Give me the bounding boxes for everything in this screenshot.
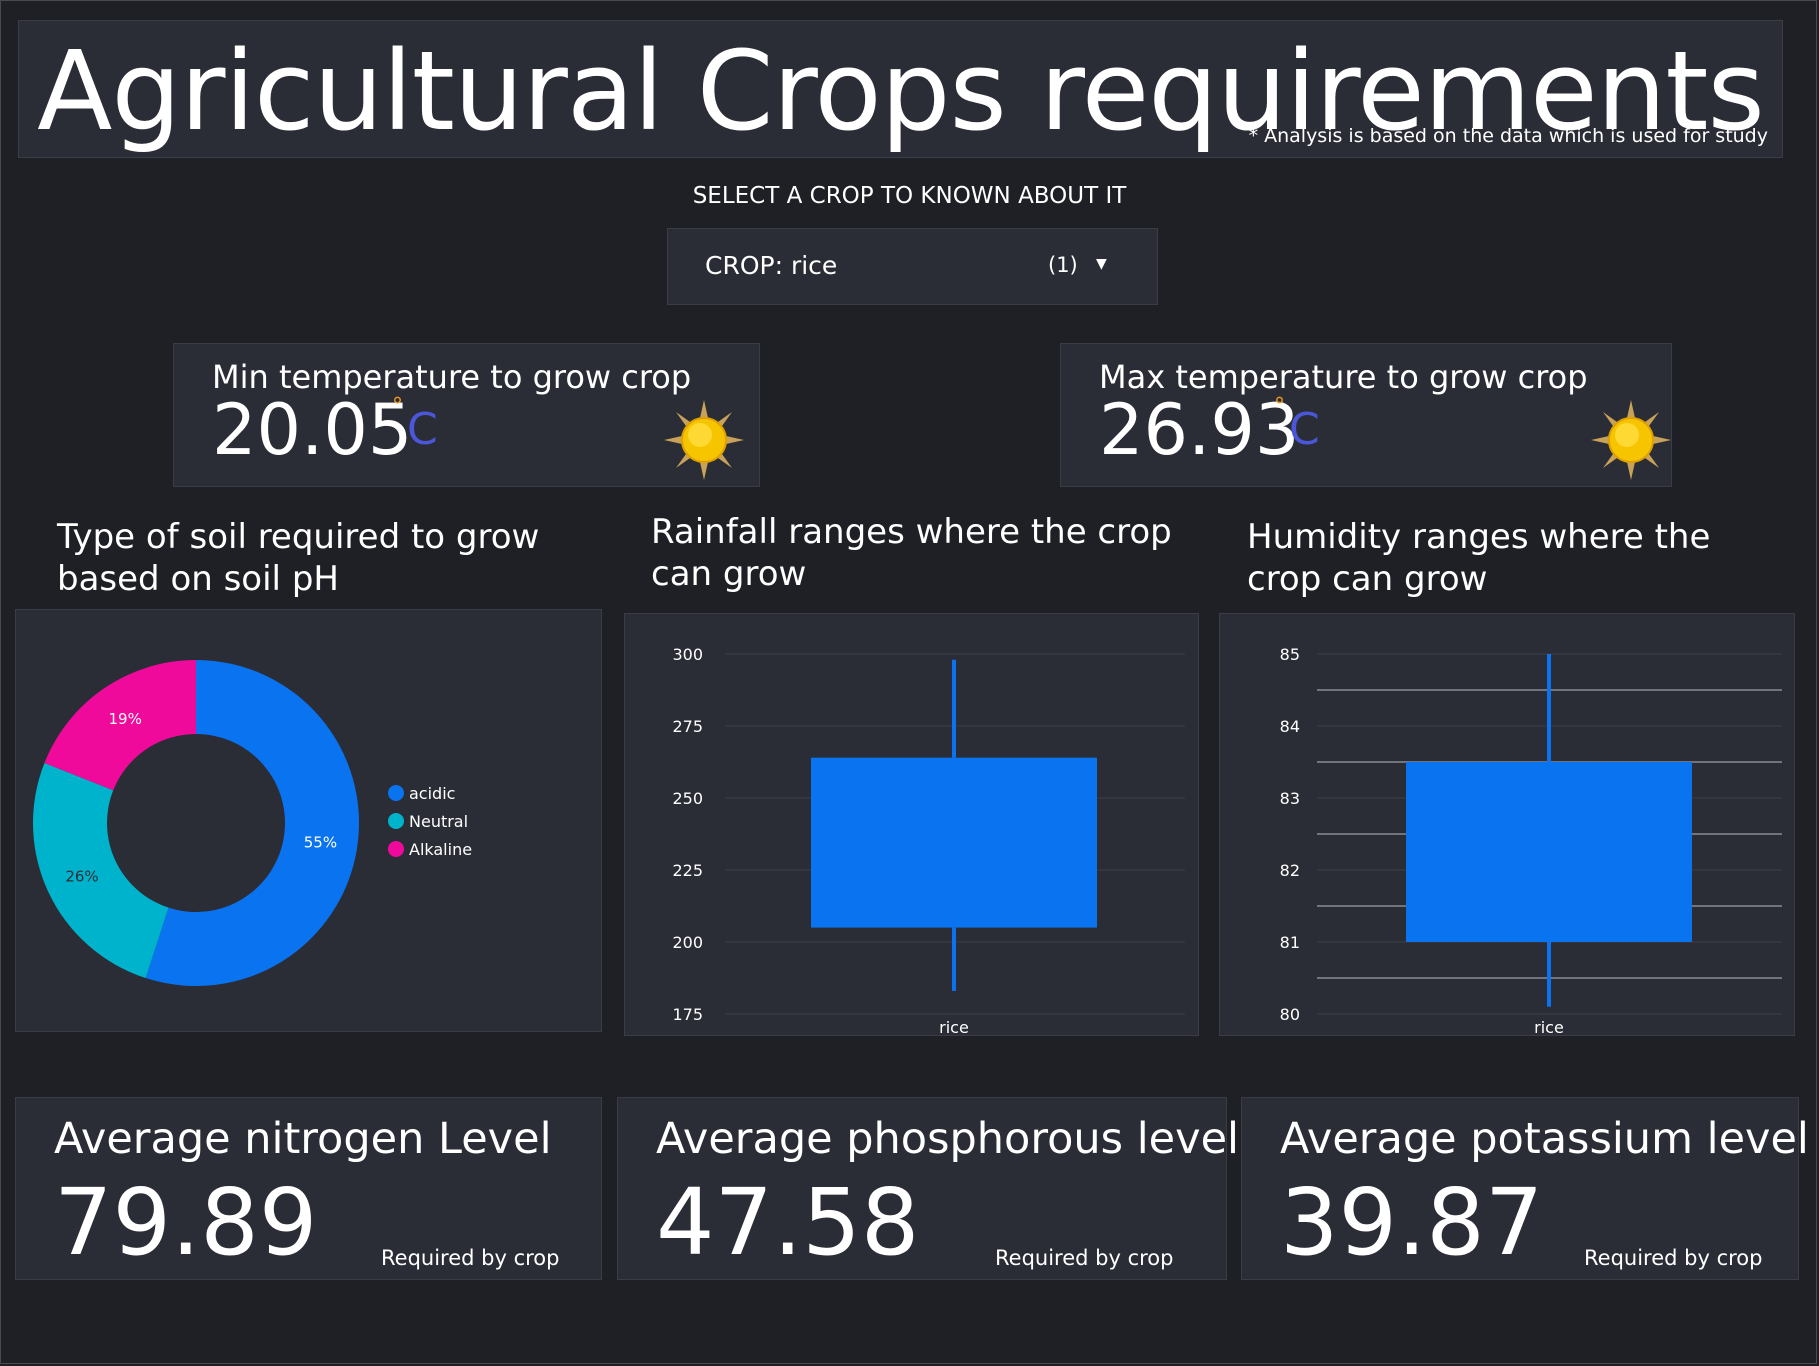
legend-label-alkaline: Alkaline (409, 840, 472, 859)
donut-slice-label: 55% (304, 834, 337, 852)
sun-icon (664, 400, 744, 480)
y-tick-label: 300 (672, 645, 703, 664)
humidity-boxplot: 80 81 82 83 84 85 rice (1280, 645, 1782, 1037)
y-tick-label: 84 (1280, 717, 1300, 736)
crop-dropdown-value: CROP: rice (705, 251, 838, 280)
legend-marker-acidic (388, 785, 404, 801)
y-tick-label: 200 (672, 933, 703, 952)
donut-slice-label: 26% (65, 868, 98, 886)
y-tick-label: 85 (1280, 645, 1300, 664)
nitrogen-card: Average nitrogen Level 79.89 Required by… (15, 1097, 602, 1280)
potassium-value: 39.87 (1280, 1169, 1544, 1276)
soil-donut-chart: 55% 26% 19% acidic Neutral Alkaline (32, 660, 472, 986)
crop-dropdown[interactable]: CROP: rice (1) ▼ (667, 228, 1158, 305)
header-note: * Analysis is based on the data which is… (1248, 125, 1768, 147)
rainfall-chart-title: Rainfall ranges where the crop can grow (651, 512, 1172, 594)
phosphorous-note: Required by crop (995, 1246, 1174, 1270)
degree-icon: ° (1274, 394, 1285, 419)
min-temperature-title: Min temperature to grow crop (212, 358, 692, 396)
y-tick-label: 83 (1280, 789, 1300, 808)
crop-select-label: SELECT A CROP TO KNOWN ABOUT IT (692, 183, 1127, 209)
crop-dropdown-count: (1) (1048, 253, 1078, 277)
sun-icon (1591, 400, 1671, 480)
x-tick-label: rice (1534, 1018, 1564, 1035)
nitrogen-title: Average nitrogen Level (54, 1114, 552, 1164)
donut-slice-alkaline (44, 660, 196, 791)
min-temperature-card: Min temperature to grow crop 20.05 ° C (173, 343, 760, 487)
degree-icon: ° (392, 394, 403, 419)
phosphorous-value: 47.58 (656, 1169, 920, 1276)
y-tick-label: 82 (1280, 861, 1300, 880)
donut-slice-neutral (32, 762, 169, 979)
legend-label-acidic: acidic (409, 784, 455, 803)
caret-down-icon[interactable]: ▼ (1096, 256, 1107, 272)
rainfall-boxplot-panel: 175 200 225 250 275 300 rice (624, 613, 1199, 1037)
header-banner: Agricultural Crops requirements * Analys… (18, 20, 1783, 158)
donut-slice-label: 19% (109, 710, 142, 728)
donut-slice-acidic (145, 660, 359, 986)
page-title: Agricultural Crops requirements (37, 27, 1765, 155)
nitrogen-note: Required by crop (381, 1246, 560, 1270)
celsius-unit: C (407, 404, 438, 455)
max-temperature-value: 26.93 (1099, 389, 1300, 471)
max-temperature-card: Max temperature to grow crop 26.93 ° C (1060, 343, 1672, 487)
potassium-note: Required by crop (1584, 1246, 1763, 1270)
humidity-boxplot-panel: 80 81 82 83 84 85 rice (1219, 613, 1795, 1037)
y-tick-label: 225 (672, 861, 703, 880)
humidity-chart-title: Humidity ranges where the crop can grow (1247, 517, 1711, 599)
min-temperature-value: 20.05 (212, 389, 413, 471)
legend-marker-alkaline (388, 841, 404, 857)
nitrogen-value: 79.89 (54, 1169, 318, 1276)
box-iqr (1406, 762, 1692, 942)
legend-marker-neutral (388, 813, 404, 829)
soil-chart-title: Type of soil required to grow based on s… (57, 517, 540, 599)
legend-label-neutral: Neutral (409, 812, 468, 831)
y-tick-label: 275 (672, 717, 703, 736)
celsius-unit: C (1289, 404, 1320, 455)
y-tick-label: 81 (1280, 933, 1300, 952)
phosphorous-card: Average phosphorous level 47.58 Required… (617, 1097, 1239, 1280)
box-iqr (811, 757, 1097, 928)
y-tick-label: 250 (672, 789, 703, 808)
y-tick-label: 80 (1280, 1005, 1300, 1024)
potassium-card: Average potassium level 39.87 Required b… (1241, 1097, 1809, 1280)
phosphorous-title: Average phosphorous level (656, 1114, 1239, 1164)
max-temperature-title: Max temperature to grow crop (1099, 358, 1588, 396)
y-tick-label: 175 (672, 1005, 703, 1024)
soil-donut-panel: 55% 26% 19% acidic Neutral Alkaline (15, 609, 602, 1032)
rainfall-boxplot: 175 200 225 250 275 300 rice (672, 645, 1185, 1037)
potassium-title: Average potassium level (1280, 1114, 1809, 1164)
x-tick-label: rice (939, 1018, 969, 1035)
